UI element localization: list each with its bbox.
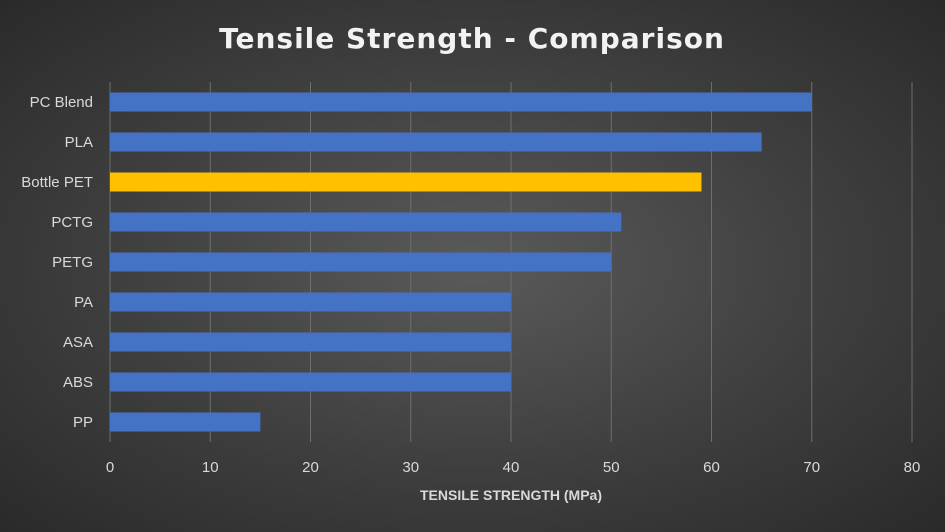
category-label: PP: [73, 414, 93, 431]
bar-petg: [110, 252, 612, 272]
x-tick-label: 40: [503, 459, 520, 476]
category-label: PC Blend: [30, 94, 93, 111]
bar-pla: [110, 132, 762, 152]
x-tick-label: 0: [106, 459, 114, 476]
category-label: Bottle PET: [21, 174, 93, 191]
category-label: PETG: [52, 254, 93, 271]
category-label: PCTG: [51, 214, 93, 231]
x-tick-label: 80: [904, 459, 921, 476]
bar-pctg: [110, 212, 622, 232]
category-label: ABS: [63, 374, 93, 391]
x-tick-label: 30: [402, 459, 419, 476]
bar-pa: [110, 292, 511, 312]
x-tick-label: 20: [302, 459, 319, 476]
category-label: PLA: [65, 134, 93, 151]
bar-pp: [110, 412, 261, 432]
bar-pc-blend: [110, 92, 812, 112]
x-tick-labels: 0 10 20 30 40 50 60 70 80: [106, 459, 921, 476]
chart-title: Tensile Strength - Comparison: [219, 22, 725, 55]
x-tick-label: 60: [703, 459, 720, 476]
bar-asa: [110, 332, 511, 352]
category-label: PA: [74, 294, 93, 311]
category-label: ASA: [63, 334, 93, 351]
x-tick-label: 50: [603, 459, 620, 476]
bar-bottle-pet: [110, 172, 702, 192]
bar-abs: [110, 372, 511, 392]
x-tick-label: 10: [202, 459, 219, 476]
category-labels: PC Blend PLA Bottle PET PCTG PETG PA ASA ABS PP: [21, 94, 93, 431]
bars: [110, 92, 812, 432]
x-axis-title: TENSILE STRENGTH (MPa): [420, 487, 602, 503]
x-tick-label: 70: [803, 459, 820, 476]
